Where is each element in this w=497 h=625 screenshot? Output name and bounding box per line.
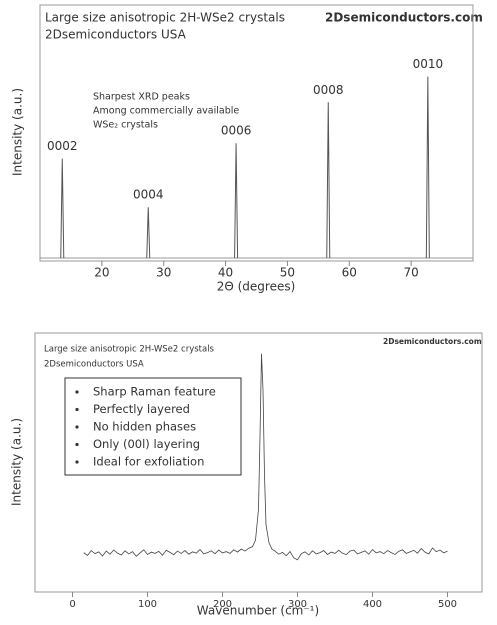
x-tick-label: 40 (218, 266, 233, 280)
peak (234, 143, 239, 259)
chart-title: Large size anisotropic 2H-WSe2 crystals (44, 345, 215, 355)
peak-label: 0008 (313, 83, 344, 97)
bullet (75, 460, 79, 464)
bullet (75, 390, 79, 394)
chart-subtitle: 2Dsemiconductors USA (44, 360, 144, 370)
x-axis-label: 2Θ (degrees) (217, 280, 296, 294)
note: Sharp Raman feature (93, 385, 216, 399)
annotation: Sharpest XRD peaks (93, 92, 190, 103)
bullet (75, 425, 79, 429)
annotation: Among commercially available (93, 106, 239, 117)
peak (326, 102, 331, 259)
website: 2Dsemiconductors.com (325, 11, 483, 25)
peak (146, 207, 151, 259)
peak-label: 0006 (221, 124, 252, 138)
website: 2Dsemiconductors.com (383, 337, 482, 346)
chart-title: Large size anisotropic 2H-WSe2 crystals (45, 11, 285, 25)
x-tick-label: 70 (404, 266, 419, 280)
x-axis-label: Wavenumber (cm⁻¹) (197, 604, 319, 618)
y-axis-label: Intensity (a.u.) (11, 88, 25, 176)
bullet (75, 442, 79, 447)
x-tick-label: 200 (213, 599, 232, 610)
peak-label: 0004 (133, 188, 164, 202)
x-tick-label: 100 (138, 599, 157, 610)
x-tick-label: 0 (69, 599, 75, 610)
bullet (75, 407, 79, 412)
spectrum-line (83, 353, 448, 561)
x-tick-label: 60 (342, 266, 357, 280)
notes-box (64, 377, 242, 476)
x-tick-label: 300 (288, 599, 307, 610)
x-tick-label: 20 (94, 266, 109, 280)
chart-subtitle: 2Dsemiconductors USA (45, 28, 187, 42)
peak (425, 76, 430, 259)
x-tick-label: 50 (280, 266, 295, 280)
plot-frame (34, 332, 483, 593)
note: Perfectly layered (93, 402, 190, 416)
plot-frame (39, 4, 474, 262)
peak-label: 0010 (413, 57, 444, 71)
peak (60, 158, 65, 259)
x-tick-label: 30 (156, 266, 171, 280)
note: No hidden phases (93, 420, 196, 434)
note: Ideal for exfoliation (93, 455, 204, 469)
y-axis-label: Intensity (a.u.) (10, 418, 24, 506)
note: Only (00l) layering (93, 437, 200, 451)
annotation: WSe₂ crystals (93, 120, 158, 131)
peak-label: 0002 (47, 139, 78, 153)
x-tick-label: 400 (363, 599, 382, 610)
x-tick-label: 500 (438, 599, 457, 610)
